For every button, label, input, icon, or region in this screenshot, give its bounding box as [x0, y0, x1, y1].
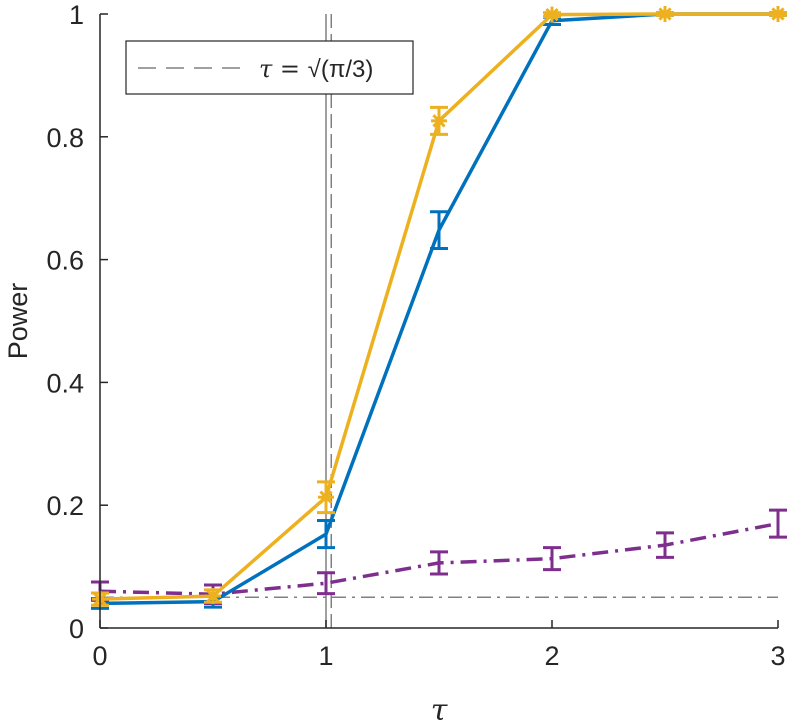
data-point-0-1 — [205, 588, 221, 605]
y-tick-label-3: 0.6 — [46, 246, 84, 276]
series-layer — [91, 6, 787, 610]
ticks: 0 1 2 3 0 0.2 0.4 0.6 0.8 1 — [46, 0, 785, 671]
series-1 — [91, 11, 787, 610]
series-2 — [91, 508, 787, 605]
legend-entry-label: τ = √(π/3) — [259, 55, 373, 83]
x-tick-label-1: 1 — [318, 641, 333, 671]
data-point-0-4 — [544, 6, 560, 23]
error-bar-2-4 — [543, 546, 561, 572]
y-tick-label-4: 0.8 — [46, 123, 84, 153]
legend-label-root: √ — [308, 56, 322, 83]
y-tick-label-0: 0 — [69, 614, 84, 644]
x-axis-label: τ — [431, 693, 448, 728]
series-line-0 — [99, 12, 778, 601]
error-bar-2-5 — [656, 531, 674, 559]
legend: τ = √(π/3) — [125, 40, 414, 95]
series-0 — [91, 6, 787, 608]
error-bar-2-3 — [430, 550, 448, 576]
marker-stroke-d2 — [771, 7, 785, 21]
y-tick-label-2: 0.4 — [46, 368, 84, 398]
axes — [99, 14, 778, 629]
x-tick-label-0: 0 — [92, 641, 107, 671]
error-bar-1-2 — [317, 519, 335, 550]
y-axis-label: Power — [3, 283, 33, 360]
marker-stroke-d2 — [206, 589, 220, 603]
data-point-0-2 — [318, 489, 334, 506]
x-tick-label-2: 2 — [544, 641, 559, 671]
marker-stroke-d2 — [319, 490, 333, 504]
error-bar-2-6 — [769, 508, 787, 539]
error-bar-2-2 — [317, 571, 335, 596]
legend-label-suffix: (π/3) — [321, 56, 374, 83]
y-tick-label-5: 1 — [69, 0, 84, 30]
data-point-0-5 — [657, 6, 673, 22]
data-point-0-3 — [431, 112, 447, 129]
x-tick-label-3: 3 — [770, 641, 785, 671]
marker-stroke-d2 — [545, 7, 559, 22]
marker-stroke-d2 — [658, 7, 672, 21]
y-tick-label-1: 0.2 — [46, 491, 84, 521]
data-point-0-6 — [770, 6, 786, 22]
legend-label-prefix: τ = — [259, 55, 308, 83]
error-bar-1-3 — [430, 210, 448, 251]
series-line-1 — [99, 12, 778, 606]
marker-stroke-d2 — [432, 114, 446, 128]
